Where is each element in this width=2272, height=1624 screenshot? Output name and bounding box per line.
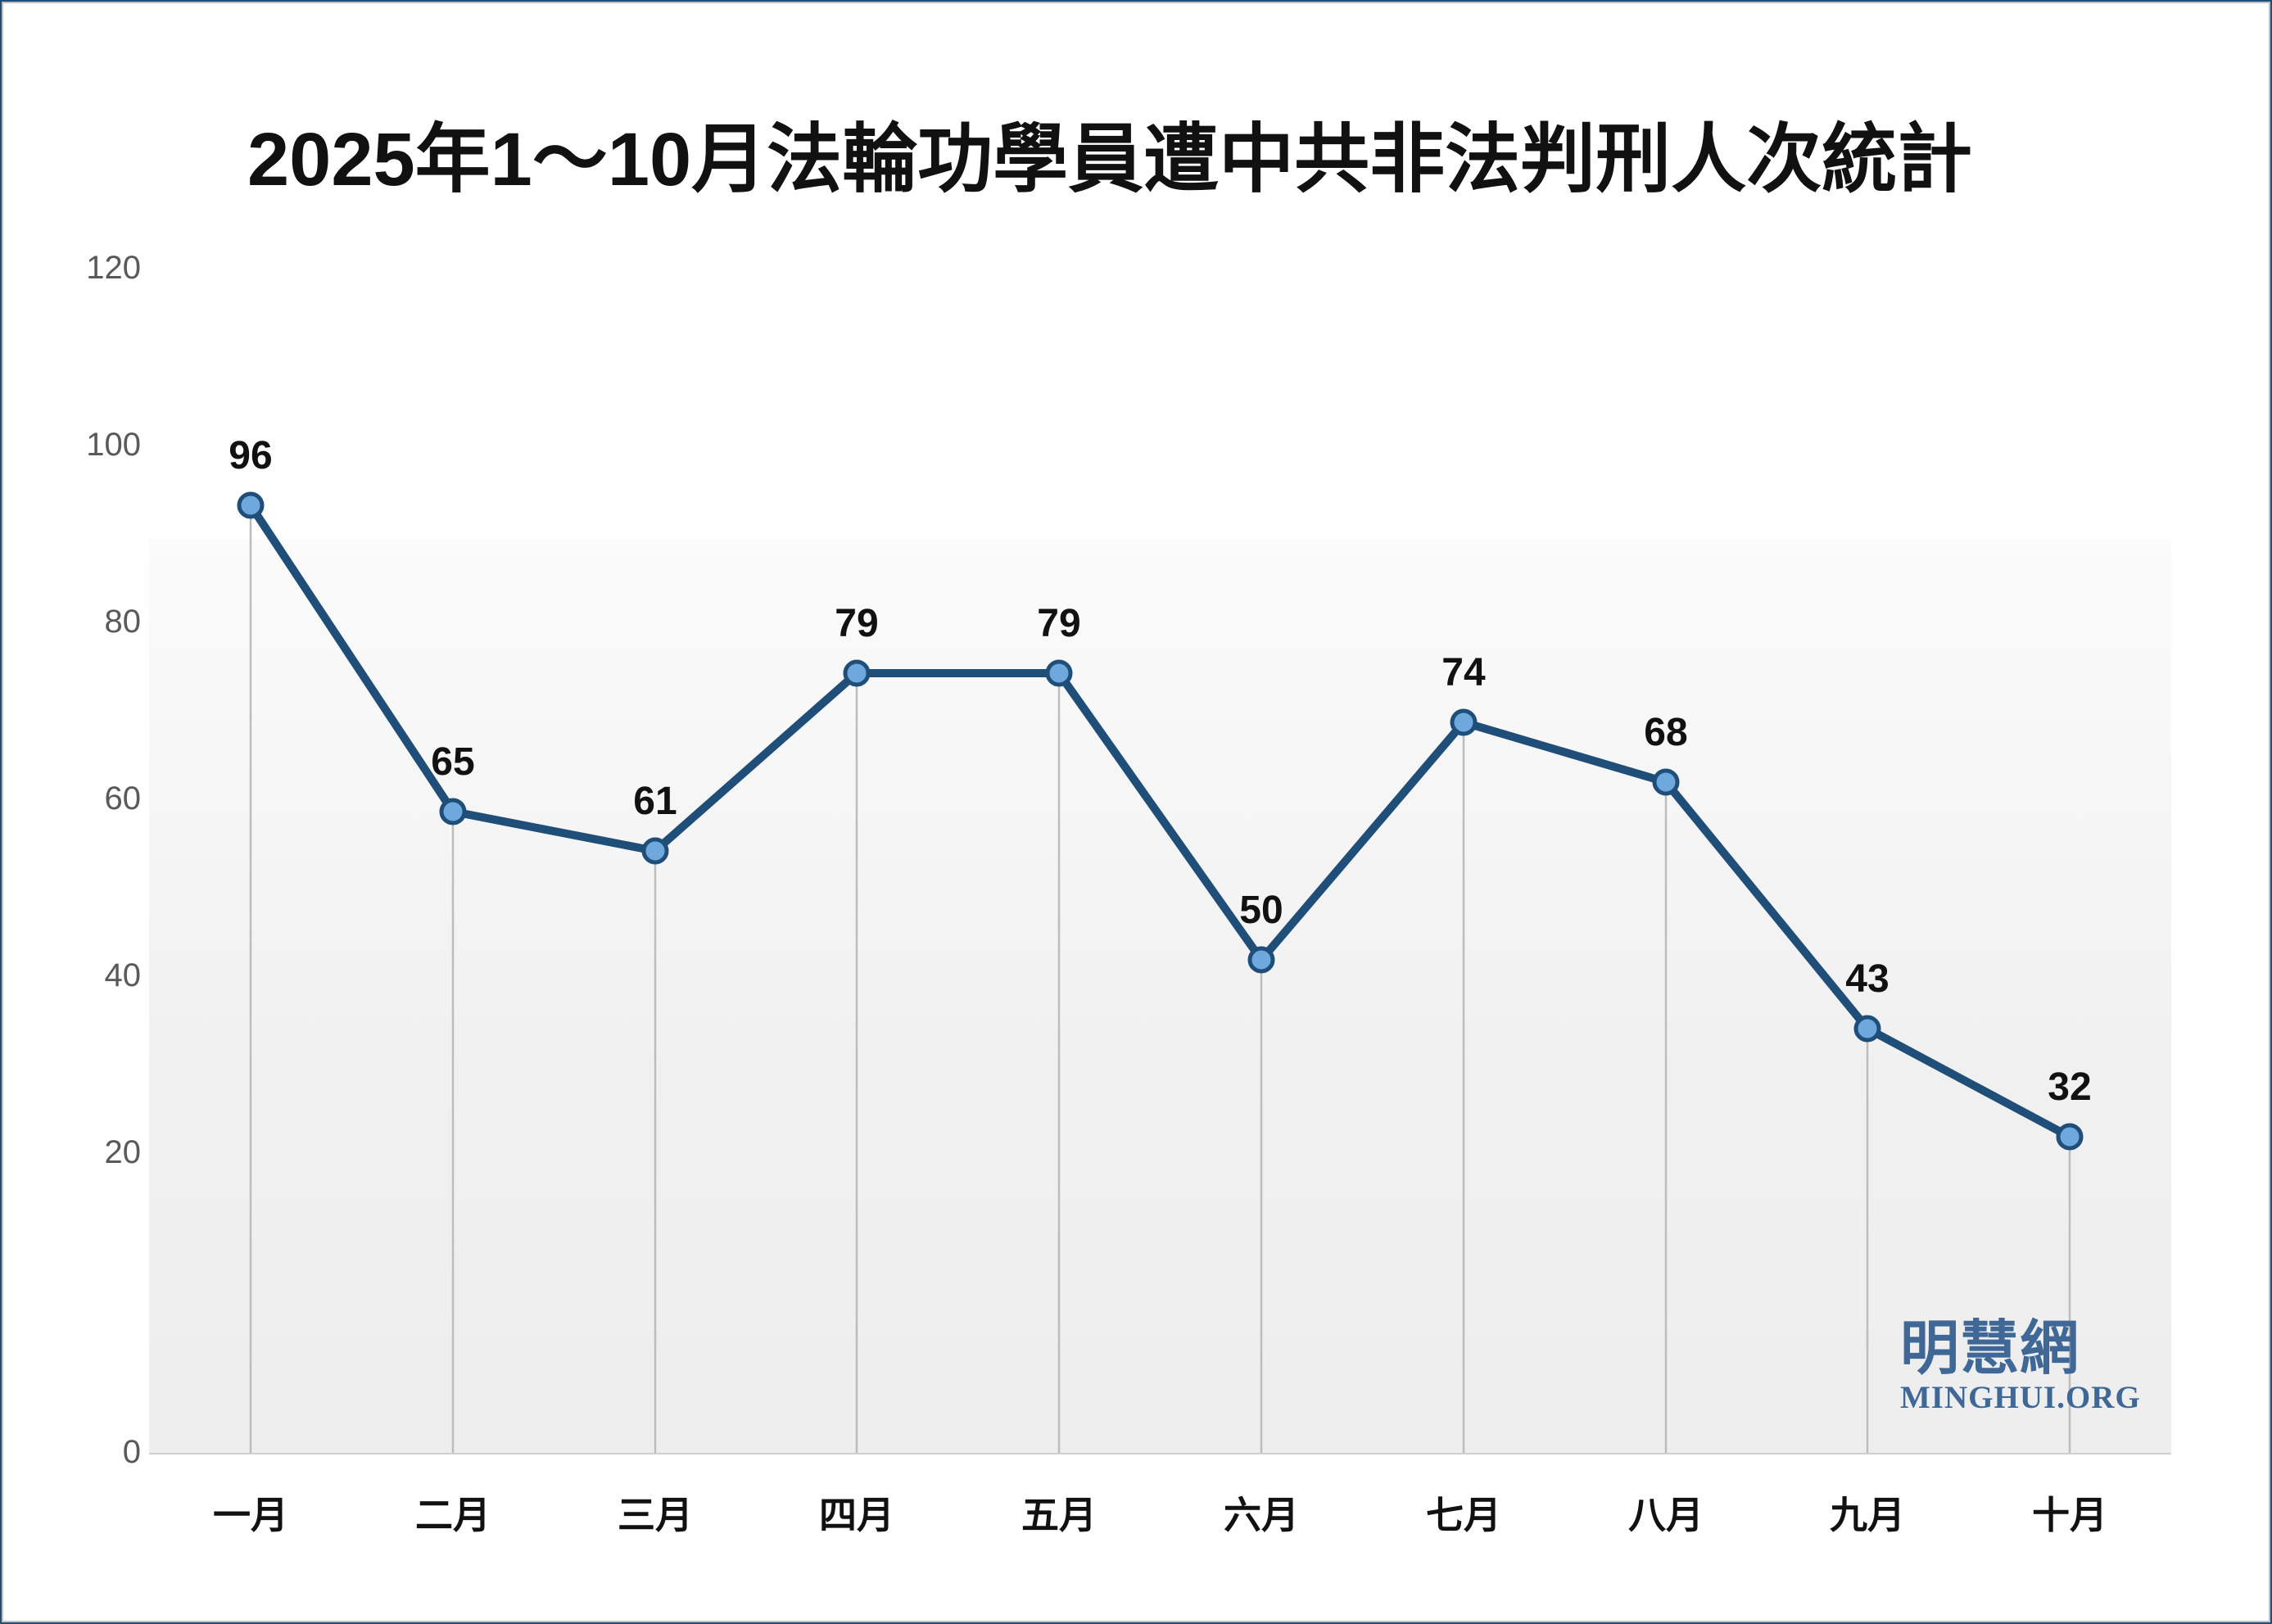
svg-text:74: 74	[1441, 651, 1486, 694]
svg-text:50: 50	[1239, 889, 1283, 932]
svg-text:65: 65	[431, 740, 474, 784]
svg-text:79: 79	[1037, 602, 1080, 645]
svg-text:61: 61	[633, 780, 677, 823]
svg-text:96: 96	[229, 434, 272, 477]
svg-text:43: 43	[1845, 957, 1889, 1001]
svg-text:68: 68	[1644, 711, 1687, 754]
svg-text:32: 32	[2048, 1065, 2091, 1109]
svg-text:79: 79	[835, 602, 878, 645]
